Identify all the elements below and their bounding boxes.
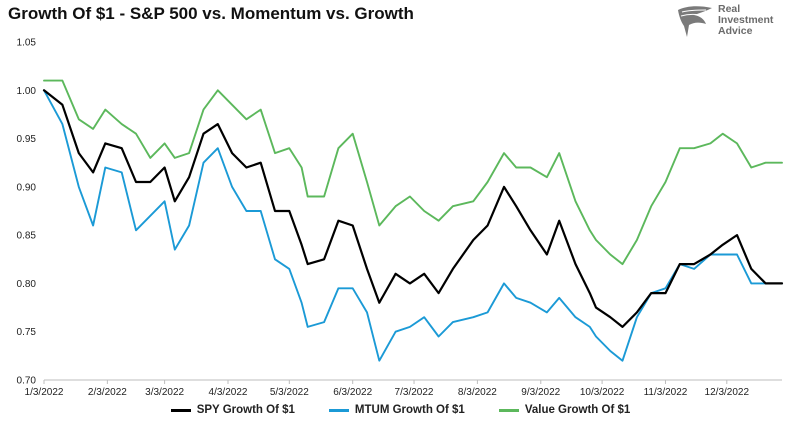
x-tick-label: 8/3/2022 xyxy=(458,387,497,398)
series-line-mtum xyxy=(43,89,783,362)
y-tick-label: 0.80 xyxy=(17,279,37,290)
x-tick-label: 7/3/2022 xyxy=(395,387,434,398)
x-tick-label: 11/3/2022 xyxy=(644,387,688,398)
brand-line-1: Real xyxy=(718,3,741,15)
brand-line-2: Investment xyxy=(718,14,774,26)
y-tick-label: 1.00 xyxy=(17,86,37,97)
y-tick-label: 0.70 xyxy=(17,376,37,387)
x-tick-label: 3/3/2022 xyxy=(145,387,184,398)
series-line-spy xyxy=(42,89,784,328)
y-tick-label: 0.95 xyxy=(17,134,37,145)
x-tick-label: 4/3/2022 xyxy=(209,387,248,398)
chart-legend: SPY Growth Of $1 MTUM Growth Of $1 Value… xyxy=(0,404,801,416)
legend-item-value: Value Growth Of $1 xyxy=(498,404,631,416)
series-line-value xyxy=(43,79,783,266)
brand-line-3: Advice xyxy=(718,25,753,37)
x-tick-label: 5/3/2022 xyxy=(270,387,309,398)
legend-item-spy: SPY Growth Of $1 xyxy=(170,404,295,416)
y-tick-label: 1.05 xyxy=(17,38,37,49)
y-tick-label: 0.90 xyxy=(17,182,37,193)
y-tick-label: 0.85 xyxy=(17,231,37,242)
x-tick-label: 2/3/2022 xyxy=(88,387,127,398)
legend-item-mtum: MTUM Growth Of $1 xyxy=(328,404,465,416)
x-tick-label: 9/3/2022 xyxy=(521,387,560,398)
legend-swatch xyxy=(498,408,519,412)
y-tick-label: 0.75 xyxy=(17,327,37,338)
x-tick-label: 6/3/2022 xyxy=(333,387,372,398)
x-tick-label: 12/3/2022 xyxy=(705,387,750,398)
chart-title: Growth Of $1 - S&P 500 vs. Momentum vs. … xyxy=(8,4,414,23)
eagle-logo-icon xyxy=(678,6,712,37)
legend-label: Value Growth Of $1 xyxy=(524,404,631,416)
legend-label: MTUM Growth Of $1 xyxy=(354,404,465,416)
legend-swatch xyxy=(328,408,349,412)
legend-label: SPY Growth Of $1 xyxy=(196,404,295,416)
x-tick-label: 10/3/2022 xyxy=(580,387,625,398)
brand-name: Real Investment Advice xyxy=(718,4,773,37)
legend-swatch xyxy=(170,408,191,412)
brand-logo: Real Investment Advice xyxy=(676,4,794,40)
x-tick-label: 1/3/2022 xyxy=(25,387,64,398)
